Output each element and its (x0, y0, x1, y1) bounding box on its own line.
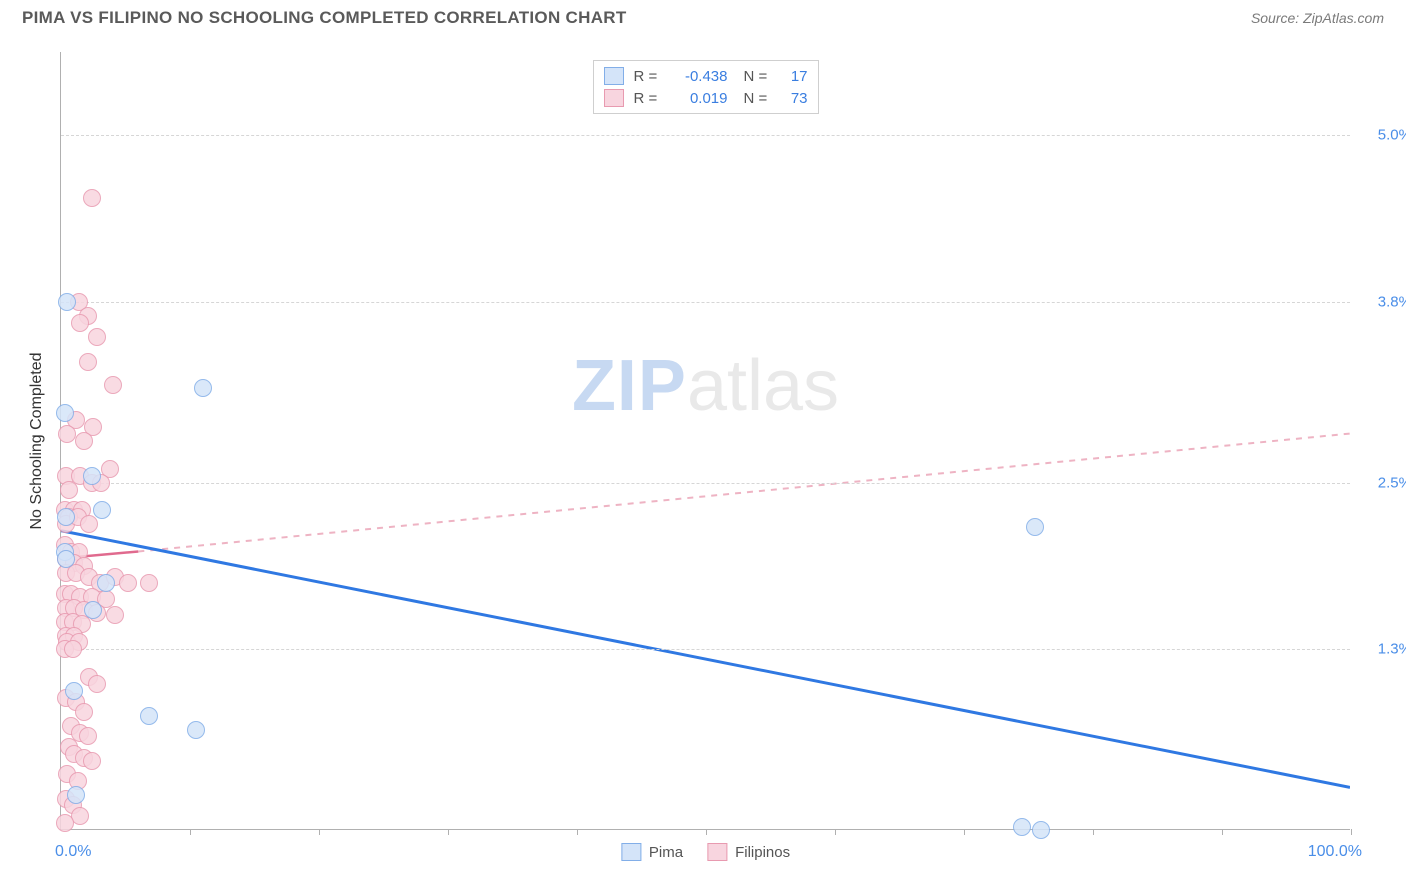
x-tick (1351, 829, 1352, 835)
filipino-point (104, 376, 122, 394)
stats-legend-row: R = 0.019 N = 73 (604, 87, 808, 109)
r-value: 0.019 (672, 90, 728, 107)
r-label: R = (634, 68, 662, 85)
pima-point (56, 404, 74, 422)
x-tick (1093, 829, 1094, 835)
stats-legend-row: R = -0.438 N = 17 (604, 65, 808, 87)
r-value: -0.438 (672, 68, 728, 85)
filipino-point (80, 515, 98, 533)
filipino-point (58, 425, 76, 443)
trend-lines (61, 52, 1350, 829)
y-tick-label: 2.5% (1358, 474, 1406, 491)
pima-point (1026, 518, 1044, 536)
chart-header: PIMA VS FILIPINO NO SCHOOLING COMPLETED … (0, 0, 1406, 38)
pima-point (58, 293, 76, 311)
r-label: R = (634, 90, 662, 107)
n-value: 73 (782, 90, 808, 107)
filipino-point (71, 314, 89, 332)
filipino-point (88, 675, 106, 693)
gridline (61, 483, 1350, 484)
n-value: 17 (782, 68, 808, 85)
y-axis-title: No Schooling Completed (28, 352, 46, 529)
x-tick (835, 829, 836, 835)
series-legend-item: Filipinos (707, 843, 790, 861)
pima-point (187, 721, 205, 739)
legend-swatch (621, 843, 641, 861)
pima-point (1013, 818, 1031, 836)
n-label: N = (744, 90, 772, 107)
chart-source: Source: ZipAtlas.com (1251, 10, 1384, 26)
x-tick (577, 829, 578, 835)
filipino-point (106, 606, 124, 624)
y-tick-label: 3.8% (1358, 294, 1406, 311)
legend-label: Filipinos (735, 844, 790, 861)
pima-point (57, 550, 75, 568)
chart-title: PIMA VS FILIPINO NO SCHOOLING COMPLETED … (22, 8, 627, 28)
y-tick-label: 5.0% (1358, 127, 1406, 144)
x-axis-max-label: 100.0% (1308, 843, 1362, 861)
legend-swatch (707, 843, 727, 861)
pima-point (1032, 821, 1050, 839)
filipino-point (75, 703, 93, 721)
filipino-point (60, 481, 78, 499)
watermark-part2: atlas (687, 346, 839, 426)
gridline (61, 302, 1350, 303)
pima-point (57, 508, 75, 526)
filipino-point (71, 807, 89, 825)
legend-swatch (604, 67, 624, 85)
pima-point (140, 707, 158, 725)
watermark: ZIPatlas (572, 345, 839, 427)
filipino-point (75, 432, 93, 450)
stats-legend: R = -0.438 N = 17 R = 0.019 N = 73 (593, 60, 819, 114)
filipino-point (88, 328, 106, 346)
x-tick (448, 829, 449, 835)
filipino-point (83, 189, 101, 207)
plot-area: ZIPatlas No Schooling Completed 0.0% 100… (60, 52, 1350, 830)
pima-point (84, 601, 102, 619)
chart-container: ZIPatlas No Schooling Completed 0.0% 100… (22, 44, 1384, 864)
series-legend: Pima Filipinos (621, 843, 790, 861)
filipino-point (119, 574, 137, 592)
x-tick (319, 829, 320, 835)
x-tick (1222, 829, 1223, 835)
filipino-point (79, 353, 97, 371)
legend-swatch (604, 89, 624, 107)
filipino-point (64, 640, 82, 658)
pima-point (194, 379, 212, 397)
series-legend-item: Pima (621, 843, 683, 861)
n-label: N = (744, 68, 772, 85)
gridline (61, 135, 1350, 136)
pima-point (83, 467, 101, 485)
pima-point (67, 786, 85, 804)
x-tick (190, 829, 191, 835)
filipino-point (140, 574, 158, 592)
filipino-point (83, 752, 101, 770)
x-tick (964, 829, 965, 835)
pima-point (97, 574, 115, 592)
filipino-point (56, 814, 74, 832)
pima-point (65, 682, 83, 700)
x-axis-min-label: 0.0% (55, 843, 91, 861)
pima-point (93, 501, 111, 519)
y-tick-label: 1.3% (1358, 641, 1406, 658)
legend-label: Pima (649, 844, 683, 861)
filipino-point (79, 727, 97, 745)
gridline (61, 649, 1350, 650)
watermark-part1: ZIP (572, 346, 687, 426)
x-tick (706, 829, 707, 835)
